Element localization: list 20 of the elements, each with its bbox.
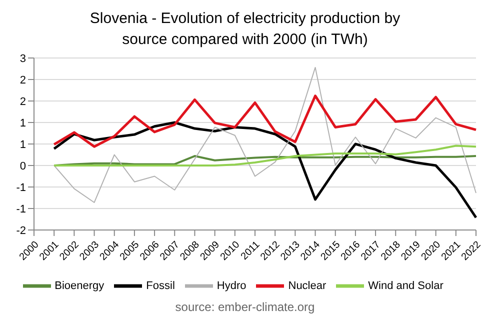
y-tick-label: -2 (16, 224, 26, 237)
line-series (53, 144, 477, 166)
legend-label: Nuclear (288, 280, 326, 292)
y-tick-label: 3 (20, 52, 26, 65)
y-tick-label: 1 (20, 138, 26, 151)
legend-label: Wind and Solar (368, 280, 444, 292)
legend-label: Fossil (146, 280, 175, 292)
line-series (52, 94, 478, 148)
legend-label: Bioenergy (54, 280, 104, 292)
y-tick-label: 1 (20, 117, 26, 130)
y-tick-label: 2 (20, 96, 26, 108)
y-tick-label: 2 (20, 74, 26, 86)
chart-title: Slovenia - Evolution of electricity production by source compared with 2000 (in TWh) (88, 9, 402, 50)
y-tick-label: -1 (16, 203, 26, 216)
source-note: source: ember-climate.org (174, 300, 316, 314)
y-tick-label: 0 (20, 160, 26, 172)
line-series (52, 121, 478, 219)
y-tick-label: -1 (16, 182, 26, 194)
legend-label: Hydro (216, 280, 246, 292)
line-series (54, 66, 476, 203)
